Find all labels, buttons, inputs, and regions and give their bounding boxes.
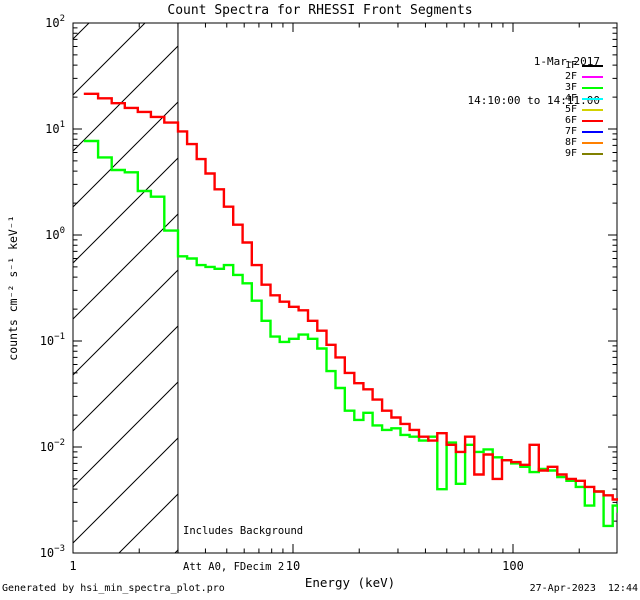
legend-label: 8F: [564, 137, 577, 148]
axis-ticks: [72, 22, 617, 554]
axes-frame-and-ticks: [72, 22, 618, 554]
legend-item-6F: 6F: [565, 115, 603, 126]
legend-item-9F: 9F: [565, 148, 603, 159]
legend-color-swatch: [582, 86, 603, 89]
legend-label: 6F: [564, 115, 577, 126]
x-tick-label: 10: [286, 559, 300, 573]
legend-item-3F: 3F: [565, 82, 603, 93]
detector-legend: 1F 2F 3F 4F 5F 6F 7F 8F 9F: [565, 60, 603, 159]
axis-tick-labels: 1 10 100 102 101 100 10−1 10−2 10−3: [40, 14, 524, 573]
legend-label: 1F: [564, 60, 577, 71]
observation-time-range: 14:10:00 to 14:11:00: [467, 94, 600, 107]
x-tick-label: 100: [502, 559, 524, 573]
annotation-attenuator: Att A0, FDecim 2: [183, 561, 285, 573]
legend-item-8F: 8F: [565, 137, 603, 148]
legend-color-swatch: [582, 97, 603, 100]
legend-item-5F: 5F: [565, 104, 603, 115]
legend-color-swatch: [582, 108, 603, 111]
legend-color-swatch: [582, 130, 603, 133]
spectra-curves: [83, 92, 618, 528]
y-tick-label: 102: [45, 14, 65, 30]
plot-annotations: Includes Background Att A0, FDecim 2: [183, 501, 303, 597]
legend-item-4F: 4F: [565, 93, 603, 104]
y-tick-label: 101: [45, 120, 65, 136]
page-title: Count Spectra for RHESSI Front Segments: [167, 3, 473, 18]
y-tick-label: 10−2: [40, 438, 65, 454]
annotation-background: Includes Background: [183, 525, 304, 537]
y-axis-title: counts cm⁻² s⁻¹ keV⁻¹: [6, 215, 20, 360]
legend-color-swatch: [582, 75, 603, 78]
legend-color-swatch: [582, 64, 603, 67]
y-tick-label: 100: [45, 226, 65, 242]
legend-item-7F: 7F: [565, 126, 603, 137]
y-tick-label: 10−3: [40, 544, 65, 560]
generation-timestamp: 27-Apr-2023 12:44: [529, 583, 638, 594]
legend-item-2F: 2F: [565, 71, 603, 82]
x-axis-title: Energy (keV): [305, 575, 395, 590]
legend-label: 3F: [564, 82, 577, 93]
series-6F-curve: [83, 92, 618, 501]
generated-by-label: Generated by hsi_min_spectra_plot.pro: [2, 583, 225, 594]
background-hatch-region: [73, 23, 179, 553]
legend-label: 4F: [564, 93, 577, 104]
hatch-rect: [73, 23, 178, 553]
legend-color-swatch: [582, 141, 603, 144]
legend-label: 9F: [564, 148, 577, 159]
legend-color-swatch: [582, 119, 603, 122]
plot-frame: [72, 22, 618, 554]
legend-label: 7F: [564, 126, 577, 137]
y-tick-label: 10−1: [40, 332, 65, 348]
legend-label: 2F: [564, 71, 577, 82]
legend-color-swatch: [582, 152, 603, 155]
x-tick-label: 1: [69, 559, 76, 573]
legend-item-1F: 1F: [565, 60, 603, 71]
axis-titles: Energy (keV) counts cm⁻² s⁻¹ keV⁻¹: [6, 215, 395, 590]
legend-label: 5F: [564, 104, 577, 115]
